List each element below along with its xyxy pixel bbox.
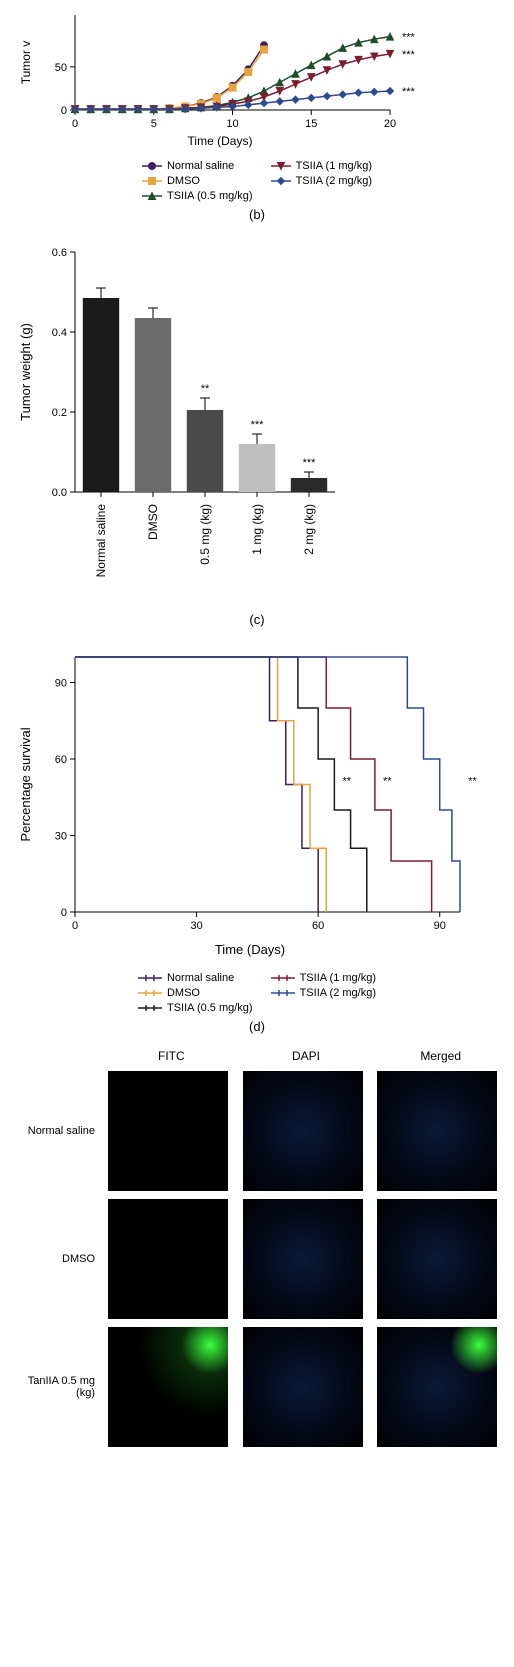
legend-item: TSIIA (1 mg/kg) xyxy=(271,972,376,984)
imaging-cell xyxy=(377,1199,497,1319)
legend-d: Normal saline DMSO TSIIA (0.5 mg/kg) TSIIA … xyxy=(10,972,504,1014)
svg-text:**: ** xyxy=(383,776,392,788)
svg-text:90: 90 xyxy=(434,920,446,932)
svg-text:5: 5 xyxy=(151,118,157,130)
svg-text:10: 10 xyxy=(226,118,238,130)
legend-item: TSIIA (2 mg/kg) xyxy=(271,987,376,999)
bar-chart-c: 0.0 0.2 0.4 0.6 Tumor weight (g) Normal salin… xyxy=(10,237,504,607)
imaging-panel: FITC DAPI Merged Normal saline DMSO TanIIA 0.… xyxy=(10,1049,504,1447)
svg-text:30: 30 xyxy=(190,920,202,932)
imaging-column-header: Merged xyxy=(377,1049,504,1063)
svg-text:Percentage survival: Percentage survival xyxy=(18,727,33,841)
svg-text:20: 20 xyxy=(384,118,396,130)
panel-b-label: (b) xyxy=(10,207,504,222)
svg-text:15: 15 xyxy=(305,118,317,130)
svg-text:Time (Days): Time (Days) xyxy=(188,134,253,148)
panel-c-label: (c) xyxy=(10,612,504,627)
svg-text:**: ** xyxy=(468,776,477,788)
legend-item: Normal saline xyxy=(142,160,253,172)
panel-b: 0 5 10 15 20 0 50 Time (Days) Tumor v *** *** *** N… xyxy=(10,10,504,222)
svg-text:90: 90 xyxy=(55,678,67,690)
svg-text:0: 0 xyxy=(72,920,78,932)
svg-text:0.6: 0.6 xyxy=(52,247,67,259)
svg-text:Tumor weight (g): Tumor weight (g) xyxy=(18,323,33,421)
svg-text:**: ** xyxy=(201,383,210,395)
imaging-row-label: Normal saline xyxy=(10,1125,100,1137)
imaging-row-label: DMSO xyxy=(10,1253,100,1265)
legend-item: Normal saline xyxy=(138,972,253,984)
legend-b: Normal saline DMSO TSIIA (0.5 mg/kg) TSIIA … xyxy=(10,160,504,202)
imaging-row-label: TanIIA 0.5 mg (kg) xyxy=(10,1375,100,1399)
svg-text:1 mg (kg): 1 mg (kg) xyxy=(250,504,264,555)
svg-text:60: 60 xyxy=(55,754,67,766)
svg-text:50: 50 xyxy=(55,62,67,74)
panel-c: 0.0 0.2 0.4 0.6 Tumor weight (g) Normal salin… xyxy=(10,237,504,627)
svg-text:30: 30 xyxy=(55,831,67,843)
svg-text:Normal saline: Normal saline xyxy=(94,504,108,578)
svg-text:2 mg (kg): 2 mg (kg) xyxy=(302,504,316,555)
svg-text:0: 0 xyxy=(61,105,67,117)
legend-item: TSIIA (1 mg/kg) xyxy=(271,160,372,172)
panel-d-label: (d) xyxy=(10,1019,504,1034)
svg-text:***: *** xyxy=(251,419,265,431)
imaging-cell xyxy=(243,1071,363,1191)
imaging-cell xyxy=(377,1327,497,1447)
imaging-cell xyxy=(108,1199,228,1319)
legend-item: TSIIA (0.5 mg/kg) xyxy=(142,190,253,202)
svg-text:***: *** xyxy=(402,49,416,61)
legend-item: DMSO xyxy=(138,987,253,999)
imaging-column-header: FITC xyxy=(108,1049,235,1063)
imaging-cell xyxy=(108,1071,228,1191)
survival-chart-d: 0 30 60 90 0 30 60 90 Time (Days) Percentage surv… xyxy=(10,642,504,962)
panel-d: 0 30 60 90 0 30 60 90 Time (Days) Percentage surv… xyxy=(10,642,504,1034)
svg-text:0.5 mg (kg): 0.5 mg (kg) xyxy=(198,504,212,565)
svg-text:60: 60 xyxy=(312,920,324,932)
imaging-cell xyxy=(243,1327,363,1447)
imaging-cell xyxy=(377,1071,497,1191)
svg-text:DMSO: DMSO xyxy=(146,504,160,540)
svg-text:0: 0 xyxy=(61,907,67,919)
imaging-grid: FITC DAPI Merged Normal saline DMSO TanIIA 0.… xyxy=(10,1049,504,1447)
legend-item: TSIIA (2 mg/kg) xyxy=(271,175,372,187)
imaging-cell xyxy=(108,1327,228,1447)
svg-text:0.0: 0.0 xyxy=(52,487,67,499)
svg-text:Tumor v: Tumor v xyxy=(19,41,33,85)
svg-text:0.2: 0.2 xyxy=(52,407,67,419)
line-chart-b: 0 5 10 15 20 0 50 Time (Days) Tumor v *** *** *** xyxy=(10,10,504,150)
svg-text:Time (Days): Time (Days) xyxy=(215,942,285,957)
svg-text:***: *** xyxy=(402,86,416,98)
svg-text:***: *** xyxy=(303,457,317,469)
imaging-column-header: DAPI xyxy=(243,1049,370,1063)
imaging-cell xyxy=(243,1199,363,1319)
svg-text:***: *** xyxy=(402,32,416,44)
svg-text:0: 0 xyxy=(72,118,78,130)
svg-text:0.4: 0.4 xyxy=(52,327,67,339)
legend-item: DMSO xyxy=(142,175,253,187)
svg-text:**: ** xyxy=(342,776,351,788)
legend-item: TSIIA (0.5 mg/kg) xyxy=(138,1002,253,1014)
